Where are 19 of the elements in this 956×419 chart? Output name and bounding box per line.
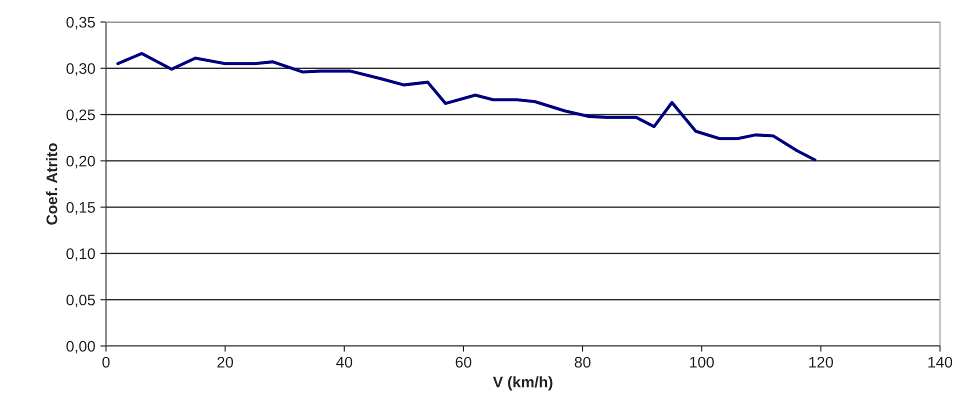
y-tick-label: 0,20: [66, 156, 95, 168]
x-axis-title: V (km/h): [492, 376, 552, 390]
x-tick-label: 60: [456, 356, 472, 368]
line-series: [116, 52, 816, 162]
x-tick-label: 0: [102, 356, 110, 368]
y-tick-label: 0,10: [66, 248, 95, 261]
y-tick-label: 0,35: [66, 16, 95, 30]
y-tick-label: 0,00: [66, 340, 95, 354]
x-tick-label: 100: [690, 356, 714, 368]
x-tick-label: 140: [928, 356, 952, 368]
x-tick-label: 40: [336, 356, 352, 368]
y-tick-label: 0,05: [66, 294, 95, 308]
y-axis-title: Coef. Atrito: [46, 143, 58, 225]
y-tick-label: 0,25: [66, 109, 95, 122]
y-tick-label: 0,30: [66, 63, 95, 76]
x-tick-label: 120: [809, 356, 834, 368]
x-tick-label: 80: [574, 356, 590, 368]
x-tick-label: 20: [217, 356, 234, 368]
y-tick-label: 0,15: [66, 202, 95, 215]
